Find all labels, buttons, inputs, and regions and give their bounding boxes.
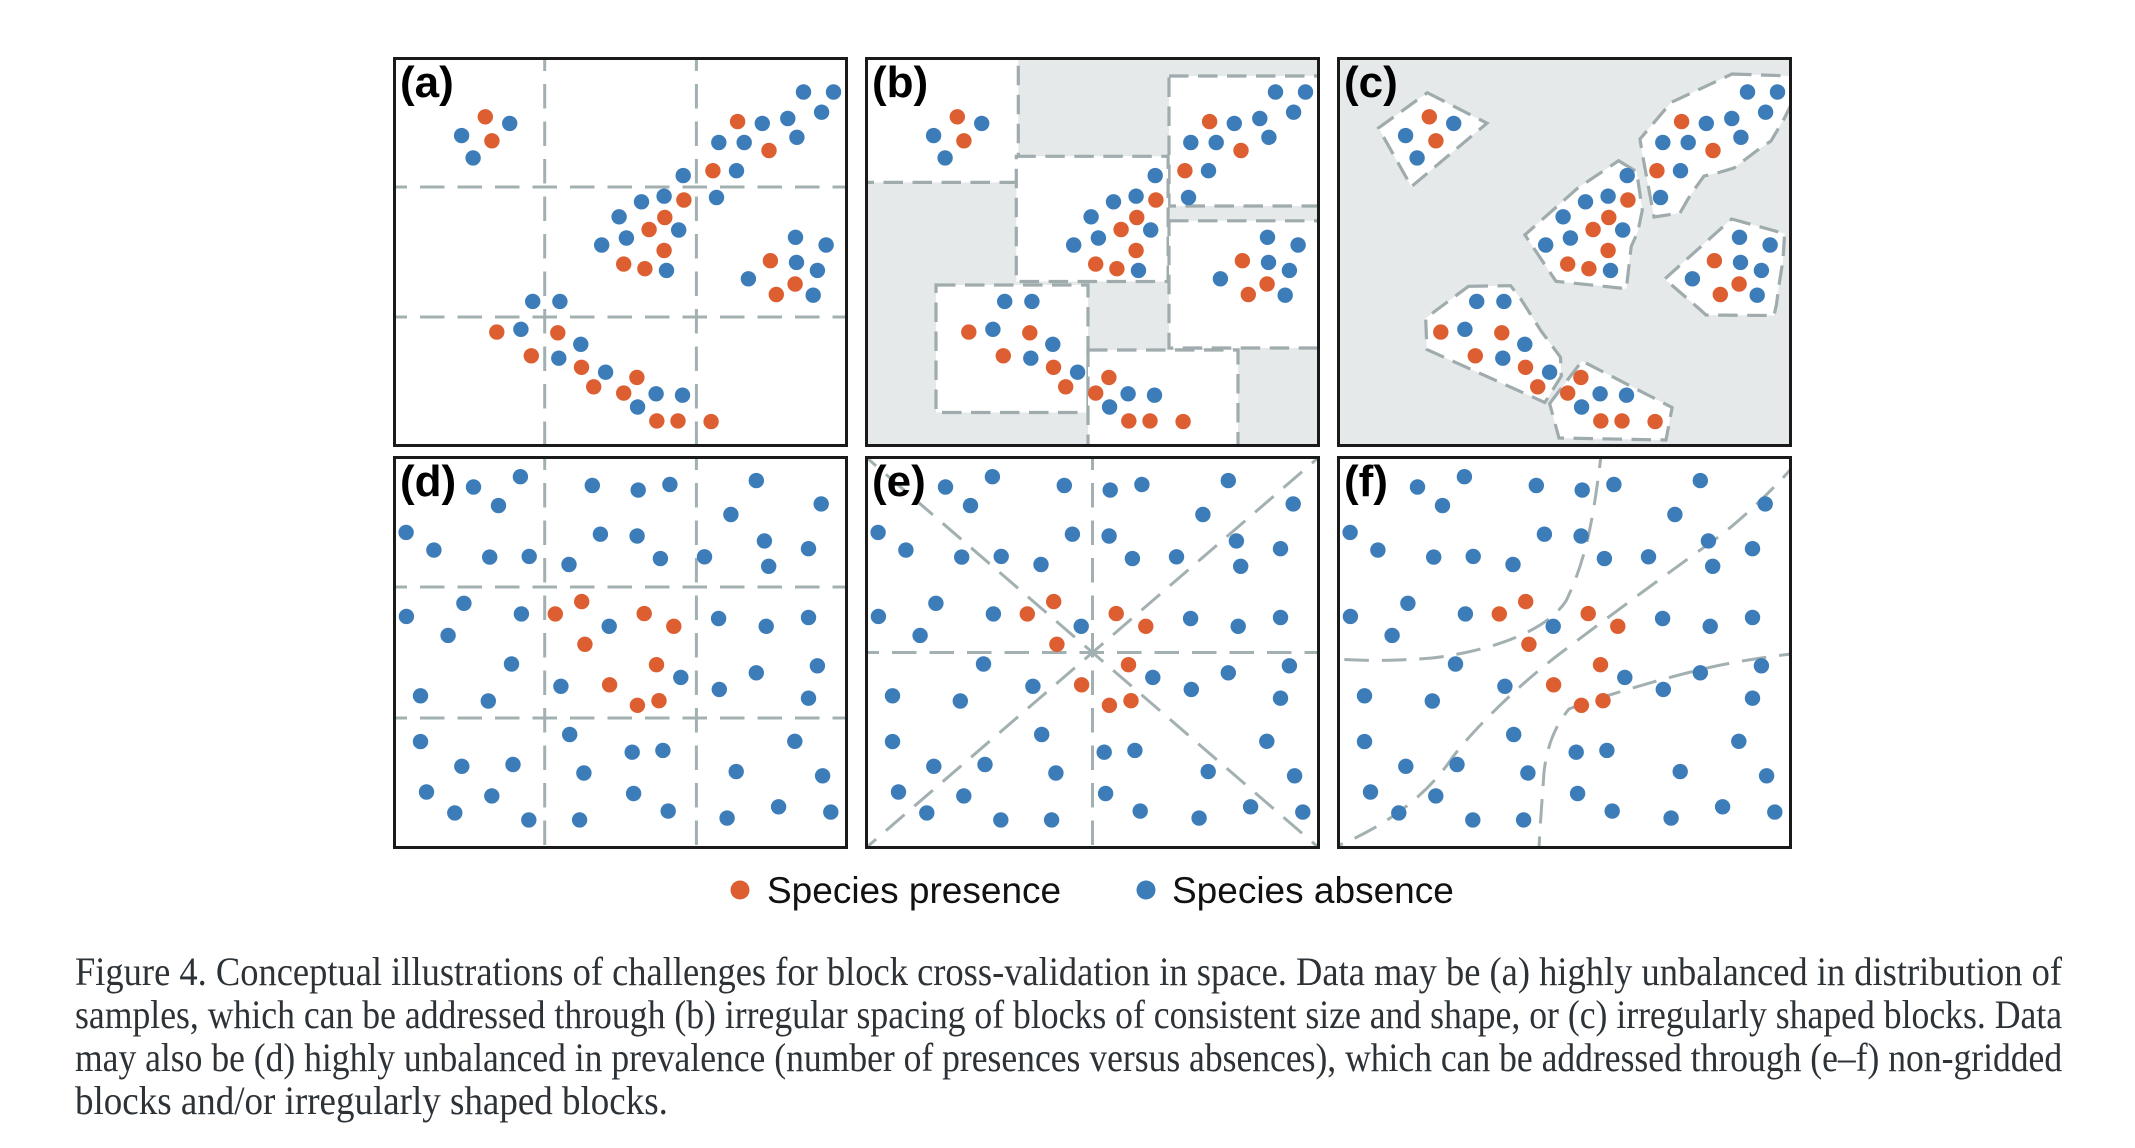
svg-text:Species absence: Species absence [1172, 870, 1454, 911]
svg-text:(b): (b) [872, 58, 928, 107]
svg-text:Species presence: Species presence [767, 870, 1061, 911]
svg-text:(d): (d) [400, 457, 456, 506]
svg-text:(f): (f) [1344, 457, 1388, 506]
svg-text:(c): (c) [1344, 58, 1398, 107]
svg-text:(a): (a) [400, 58, 454, 107]
svg-text:(e): (e) [872, 457, 926, 506]
